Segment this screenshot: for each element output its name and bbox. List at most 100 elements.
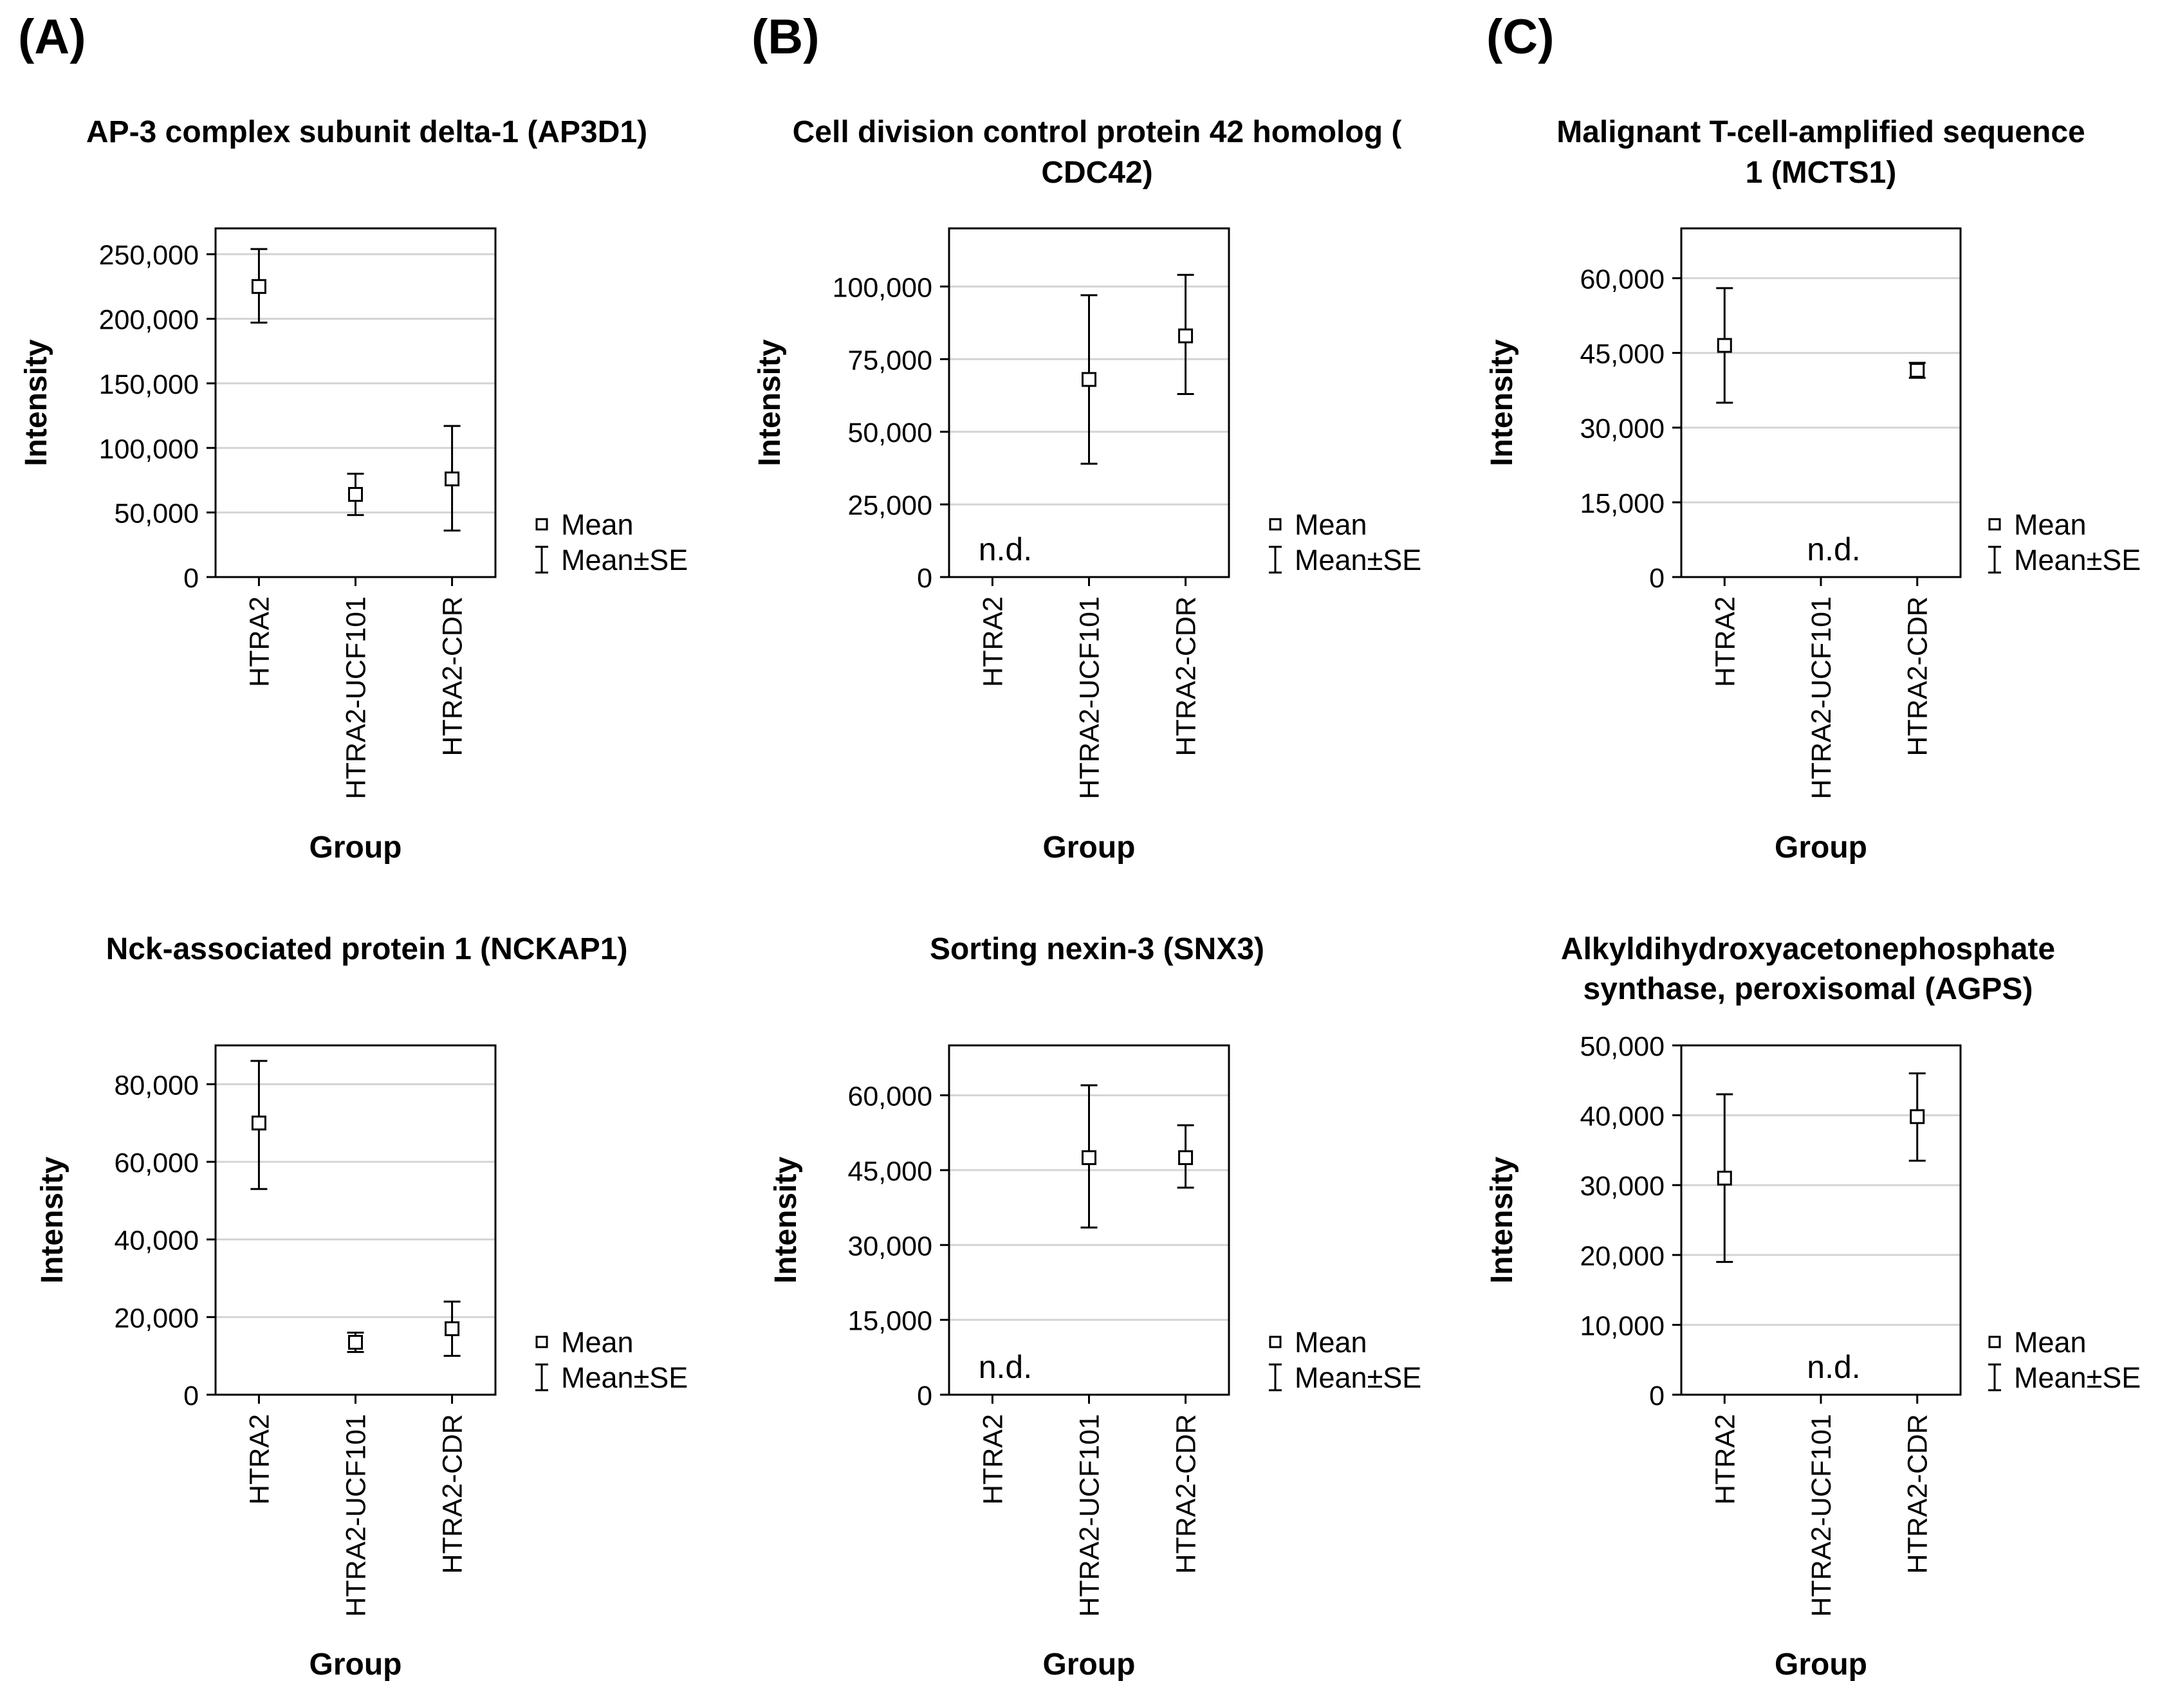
legend-se-label: Mean±SE [2014,544,2141,576]
mean-marker [348,487,363,502]
y-tick-label: 25,000 [847,490,932,521]
x-axis-label: Group [1775,1648,1867,1682]
y-tick-label: 40,000 [1580,1101,1665,1132]
y-tick-label: 50,000 [847,418,932,448]
nd-annotation: n.d. [979,531,1032,567]
y-axis-label: Intensity [19,339,53,466]
legend-se-label: Mean±SE [561,544,688,576]
x-tick-label: HTRA2-UCF101 [1075,596,1105,799]
chart-panel: AP-3 complex subunit delta-1 (AP3D1) 0 50,… [19,115,688,865]
legend-mean-label: Mean [2014,508,2087,541]
x-tick-label: HTRA2 [1710,1414,1740,1505]
x-axis-label: Group [309,1648,402,1682]
legend-se-label: Mean±SE [2014,1361,2141,1394]
chart-title: CDC42) [1041,156,1152,190]
y-tick-label: 30,000 [1580,1171,1665,1202]
mean-marker [1178,1150,1194,1166]
x-tick-label: HTRA2-UCF101 [1806,596,1837,799]
chart-title: synthase, peroxisomal (AGPS) [1583,972,2033,1006]
mean-marker [1178,328,1194,344]
chart-title: Nck-associated protein 1 (NCKAP1) [106,932,628,966]
chart-panel: Malignant T-cell-amplified sequence 1 (MC… [1485,115,2141,865]
mean-marker [1082,372,1096,387]
x-axis-label: Group [1043,831,1136,865]
y-tick-label: 50,000 [1580,1031,1665,1062]
legend-se-label: Mean±SE [1295,1361,1421,1394]
legend-mean-marker [1988,518,2001,531]
mean-marker [348,1335,363,1350]
y-tick-label: 80,000 [114,1070,199,1101]
legend-mean-label: Mean [2014,1326,2087,1359]
chart-panel: Nck-associated protein 1 (NCKAP1) 0 20,000… [35,932,688,1682]
y-axis-label: Intensity [1485,339,1519,466]
panel-label-b: (B) [752,10,820,64]
legend-se-label: Mean±SE [561,1361,688,1394]
legend-mean-marker [1988,1336,2001,1348]
legend-mean-marker [1269,1336,1282,1348]
y-tick-label: 60,000 [1580,264,1665,295]
y-axis-label: Intensity [753,339,787,466]
y-tick-label: 20,000 [1580,1241,1665,1272]
legend-se-label: Mean±SE [1295,544,1421,576]
chart-title: Sorting nexin-3 (SNX3) [930,932,1264,966]
mean-marker [1910,1109,1925,1125]
legend-mean-marker [535,1336,548,1348]
y-tick-label: 200,000 [99,305,199,336]
y-tick-label: 40,000 [114,1226,199,1256]
plot-frame [1680,1044,1962,1396]
mean-marker [251,1116,266,1131]
y-tick-label: 0 [183,563,199,594]
x-tick-label: HTRA2-UCF101 [1806,1414,1837,1617]
x-tick-label: HTRA2-CDR [1171,596,1202,756]
x-tick-label: HTRA2-CDR [1903,1414,1934,1574]
nd-annotation: n.d. [1807,531,1860,567]
x-tick-label: HTRA2-UCF101 [341,596,372,799]
y-tick-label: 45,000 [1580,339,1665,370]
legend-mean-marker [535,518,548,531]
panel-label-c: (C) [1486,10,1555,64]
y-tick-label: 250,000 [99,240,199,271]
x-tick-label: HTRA2-CDR [438,596,468,756]
y-tick-label: 60,000 [114,1148,199,1179]
y-tick-label: 100,000 [99,434,199,464]
y-tick-label: 30,000 [847,1231,932,1262]
x-axis-label: Group [1043,1648,1136,1682]
y-tick-label: 0 [1649,1381,1665,1411]
y-tick-label: 10,000 [1580,1310,1665,1341]
y-tick-label: 0 [183,1381,199,1411]
mean-marker [251,279,266,294]
chart-title: 1 (MCTS1) [1746,156,1897,190]
mean-marker [445,471,460,486]
y-tick-label: 0 [1649,563,1665,594]
y-tick-label: 30,000 [1580,414,1665,445]
legend-mean-label: Mean [561,508,634,541]
y-tick-label: 60,000 [847,1081,932,1112]
mean-marker [1082,1150,1096,1166]
chart-panel: Cell division control protein 42 homolog… [753,115,1421,865]
y-axis-label: Intensity [769,1157,803,1284]
x-tick-label: HTRA2-UCF101 [1075,1414,1105,1617]
legend-mean-label: Mean [561,1326,634,1359]
y-tick-label: 100,000 [833,272,932,303]
x-tick-label: HTRA2-CDR [438,1414,468,1574]
x-tick-label: HTRA2-CDR [1171,1414,1202,1574]
x-tick-label: HTRA2-CDR [1903,596,1934,756]
x-tick-label: HTRA2 [977,596,1008,687]
chart-title: Cell division control protein 42 homolog… [793,115,1402,149]
mean-marker [445,1321,460,1336]
y-tick-label: 0 [917,563,932,594]
legend-mean-label: Mean [1295,1326,1367,1359]
y-axis-label: Intensity [1485,1157,1519,1284]
chart-panel: Alkyldihydroxyacetonephosphate synthase, … [1485,932,2141,1682]
nd-annotation: n.d. [1807,1349,1860,1385]
y-tick-label: 15,000 [847,1306,932,1337]
x-tick-label: HTRA2 [244,1414,275,1505]
x-tick-label: HTRA2 [244,596,275,687]
legend-mean-label: Mean [1295,508,1367,541]
mean-marker [1717,1170,1732,1186]
y-tick-label: 75,000 [847,345,932,376]
nd-annotation: n.d. [979,1349,1032,1385]
mean-marker [1910,363,1925,378]
